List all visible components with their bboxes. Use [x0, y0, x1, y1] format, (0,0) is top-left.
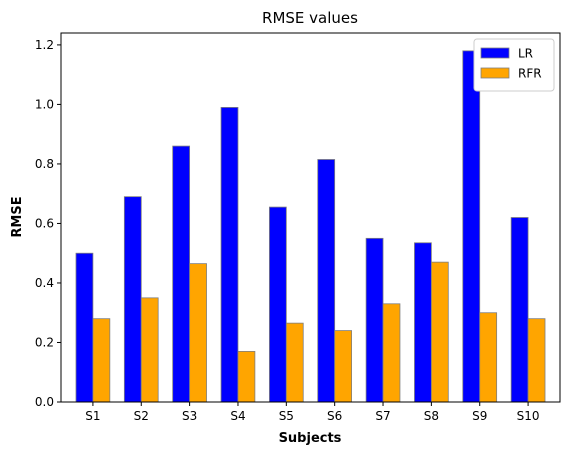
bar-lr-s1	[75, 252, 94, 403]
x-tick-label-s3: S3	[182, 409, 197, 423]
plot-area: 0.0 0.2 0.4 0.6 0.8 1.0 1.2 S1 S2 S3 S4 S5 S6 S7 S8 S9 S…	[35, 32, 561, 423]
legend-label-rfr: RFR	[518, 67, 542, 81]
x-tick-label-s5: S5	[279, 409, 294, 423]
y-axis-label: RMSE	[10, 196, 25, 237]
x-tick-label-s8: S8	[424, 409, 439, 423]
x-axis-label: Subjects	[279, 431, 342, 446]
x-tick-label-s4: S4	[230, 409, 245, 423]
bar-rfr-s6	[334, 330, 352, 403]
chart-title: RMSE values	[262, 9, 358, 27]
bar-rfr-s7	[382, 303, 401, 403]
legend-label-lr: LR	[518, 47, 533, 61]
bar-rfr-s8	[430, 261, 449, 403]
x-tick-label-s7: S7	[375, 409, 390, 423]
y-tick-label: 0.4	[35, 276, 54, 290]
x-tick-label-s9: S9	[472, 409, 487, 423]
x-tick-label-s2: S2	[134, 409, 149, 423]
bar-rfr-s10	[527, 318, 546, 403]
legend-swatch-rfr	[480, 67, 510, 79]
bar-lr-s6	[317, 159, 336, 403]
bar-lr-s7	[365, 237, 384, 403]
bar-rfr-s3	[189, 263, 207, 403]
x-tick-label-s10: S10	[517, 409, 540, 423]
bar-rfr-s5	[285, 322, 304, 403]
bar-lr-s9	[462, 50, 481, 403]
legend-swatch-lr	[480, 47, 510, 59]
y-tick-label: 0.2	[35, 335, 54, 349]
bar-lr-s10	[510, 217, 529, 403]
y-tick-label: 0.0	[35, 395, 54, 409]
x-tick-label-s1: S1	[85, 409, 100, 423]
axes-frame	[60, 32, 561, 403]
bar-rfr-s4	[237, 351, 256, 403]
y-tick-label: 1.2	[35, 38, 54, 52]
bar-lr-s3	[172, 145, 191, 403]
legend: LR RFR	[473, 38, 555, 92]
x-tick-label-s6: S6	[327, 409, 342, 423]
bar-lr-s5	[268, 206, 287, 403]
y-tick-label: 0.6	[35, 216, 54, 230]
bar-lr-s2	[123, 196, 142, 403]
bar-rfr-s1	[92, 318, 111, 403]
bar-rfr-s9	[479, 312, 498, 403]
bar-lr-s4	[220, 107, 239, 403]
bar-lr-s8	[414, 242, 432, 403]
bar-rfr-s2	[140, 297, 159, 403]
y-tick-label: 1.0	[35, 97, 54, 111]
y-tick-label: 0.8	[35, 157, 54, 171]
legend-box	[473, 38, 555, 92]
